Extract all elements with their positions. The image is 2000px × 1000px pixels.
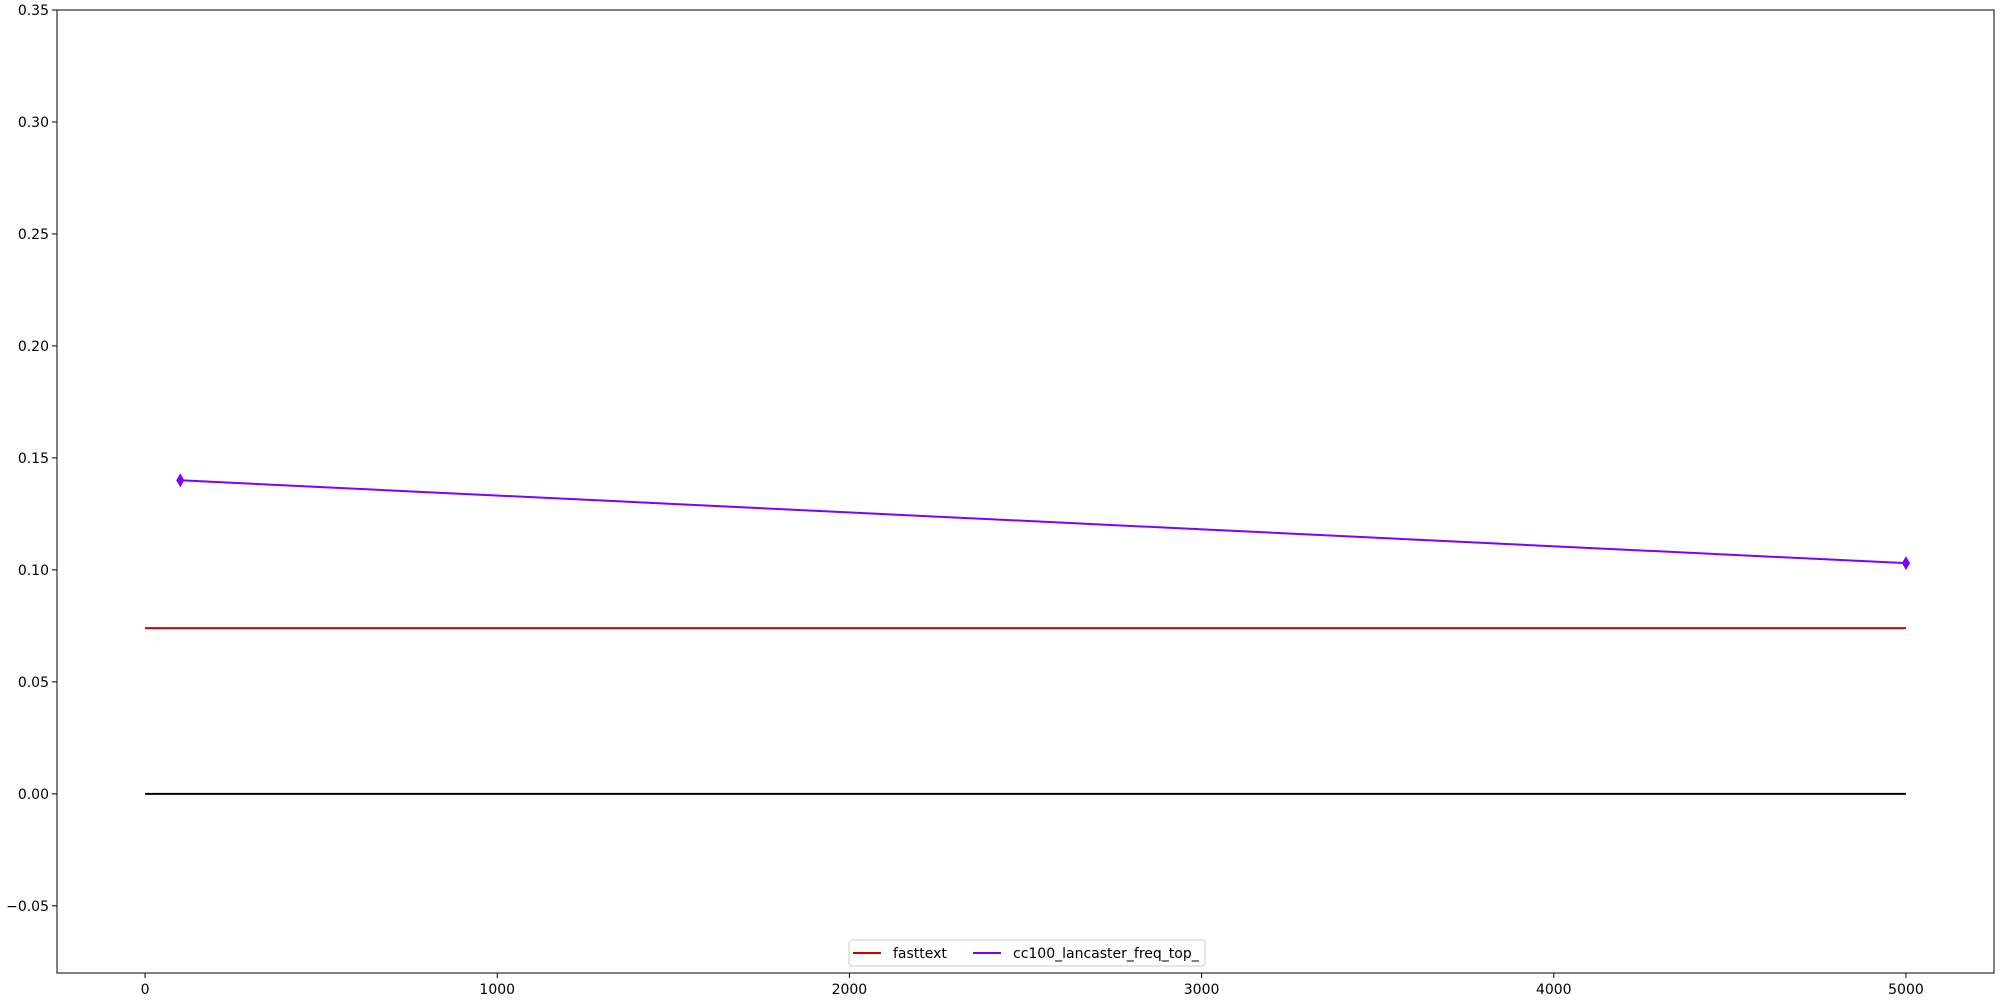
- x-tick-label: 5000: [1888, 982, 1924, 998]
- data-point-marker: [176, 473, 185, 488]
- x-tick-label: 4000: [1536, 982, 1572, 998]
- plot-area-frame: [56, 9, 1995, 974]
- x-tick-label: 2000: [832, 982, 868, 998]
- y-tick-label: 0.35: [18, 3, 49, 19]
- legend-box: [848, 939, 1206, 967]
- x-tick-label: 3000: [1184, 982, 1220, 998]
- y-tick-label: 0.20: [18, 339, 49, 355]
- data-point-marker: [1901, 556, 1911, 571]
- y-tick-label: −0.05: [6, 899, 49, 915]
- y-tick-label: 0.05: [18, 675, 49, 691]
- y-tick-label: 0.15: [18, 451, 49, 467]
- y-tick-label: 0.10: [18, 563, 49, 579]
- y-tick-label: 0.00: [18, 787, 49, 803]
- legend: fasttext cc100_lancaster_freq_top_: [848, 939, 1206, 967]
- y-tick-label: 0.25: [18, 227, 49, 243]
- legend-label: cc100_lancaster_freq_top_: [1013, 946, 1200, 962]
- y-tick-label: 0.30: [18, 115, 49, 131]
- legend-label: fasttext: [893, 946, 947, 962]
- series-line-cc100_lancaster_freq_top_: [180, 479, 1907, 565]
- x-tick-label: 0: [141, 982, 150, 998]
- x-tick-label: 1000: [479, 982, 515, 998]
